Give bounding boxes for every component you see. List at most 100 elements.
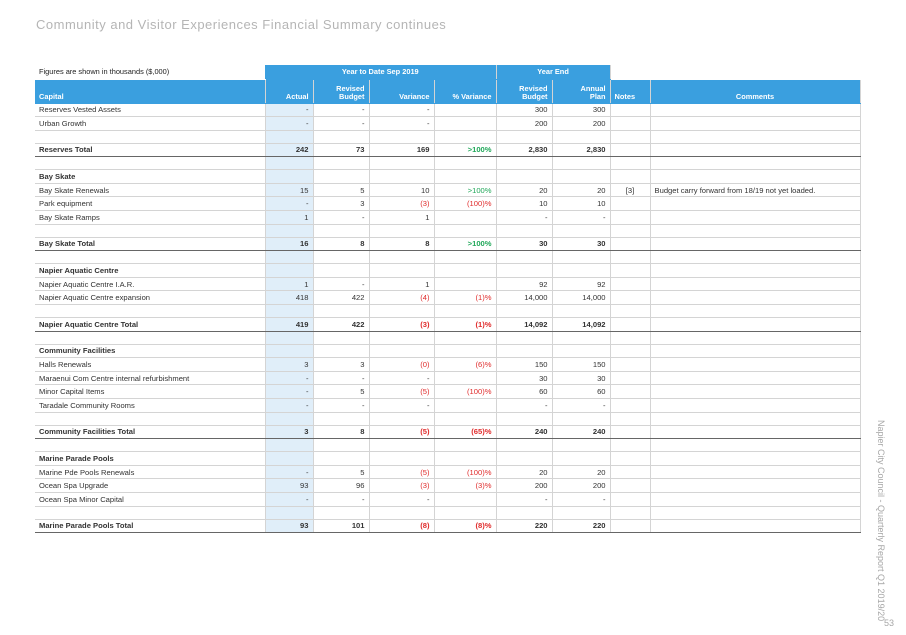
- cell-budget: [313, 130, 370, 144]
- total-row: Community Facilities Total 3 8 (5) (65)% 240 2…: [35, 425, 861, 440]
- total-row: Marine Parade Pools Total 93 101 (8) (8)% 220…: [35, 519, 861, 534]
- cell-notes: [610, 169, 651, 184]
- cell-pct: [434, 438, 497, 453]
- cell-pct: >100%: [434, 143, 497, 158]
- cell-actual: -: [265, 492, 314, 507]
- table-row: Minor Capital Items -5 (5) (100)% 60 60: [35, 384, 861, 399]
- cell-variance: -: [369, 103, 435, 118]
- cell-variance: [369, 344, 435, 359]
- cell-budget: 8: [313, 237, 370, 252]
- cell-notes: [610, 357, 651, 372]
- cell-variance: (3): [369, 317, 435, 332]
- spacer-row: [35, 224, 861, 238]
- cell-actual: 418: [265, 290, 314, 306]
- cell-ye-budget: 30: [496, 237, 553, 252]
- cell-ye-budget: 200: [496, 116, 553, 131]
- cell-annual: 150: [552, 357, 611, 372]
- cell-variance: [369, 130, 435, 144]
- spacer-row: [35, 250, 861, 265]
- cell-notes: [610, 371, 651, 386]
- cell-comments: [650, 263, 861, 278]
- cell-budget: [313, 412, 370, 426]
- cell-notes: [610, 492, 651, 507]
- cell-comments: [650, 210, 861, 225]
- cell-label: Community Facilities: [35, 344, 266, 359]
- cell-comments: [650, 465, 861, 480]
- cell-comments: [650, 116, 861, 131]
- cell-label: Park equipment: [35, 196, 266, 212]
- cell-label: Marine Pde Pools Renewals: [35, 465, 266, 480]
- cell-comments: [650, 519, 861, 534]
- cell-label: Napier Aquatic Centre expansion: [35, 290, 266, 306]
- col-actual: Actual: [265, 79, 314, 104]
- cell-variance: (4): [369, 290, 435, 306]
- col-pct-variance: % Variance: [434, 79, 497, 104]
- cell-variance: [369, 156, 435, 171]
- cell-budget: 3: [313, 196, 370, 212]
- total-row: Reserves Total 242 73 169 >100% 2,830 2,830: [35, 143, 861, 158]
- table-row: Taradale Community Rooms - - - - -: [35, 398, 861, 413]
- cell-comments: [650, 143, 861, 158]
- cell-pct: [434, 492, 497, 507]
- cell-variance: [369, 451, 435, 466]
- cell-pct: [434, 169, 497, 184]
- cell-label: Marine Parade Pools: [35, 451, 266, 466]
- table-row: Reserves Vested Assets - - -300 300: [35, 103, 861, 118]
- cell-notes: [610, 465, 651, 480]
- col-revised-budget: Revised Budget: [313, 79, 370, 104]
- cell-pct: (100)%: [434, 196, 497, 212]
- cell-notes: [610, 478, 651, 493]
- cell-comments: [650, 103, 861, 118]
- cell-pct: [434, 210, 497, 225]
- cell-budget: 8: [313, 425, 370, 440]
- cell-actual: 16: [265, 237, 314, 252]
- cell-ye-budget: 92: [496, 277, 553, 292]
- col-variance: Variance: [369, 79, 435, 104]
- cell-actual: [265, 451, 314, 466]
- cell-label: [35, 438, 266, 453]
- cell-pct: [434, 263, 497, 278]
- cell-label: [35, 506, 266, 520]
- cell-pct: [434, 451, 497, 466]
- cell-annual: [552, 263, 611, 278]
- table-row: Ocean Spa Upgrade 93 96 (3) (3)% 200 200: [35, 478, 861, 493]
- cell-variance: (3): [369, 196, 435, 212]
- cell-annual: [552, 156, 611, 171]
- cell-notes: [610, 331, 651, 345]
- cell-actual: [265, 130, 314, 144]
- cell-label: [35, 412, 266, 426]
- cell-budget: 101: [313, 519, 370, 534]
- cell-ye-budget: [496, 438, 553, 453]
- cell-comments: [650, 425, 861, 440]
- cell-comments: [650, 412, 861, 426]
- cell-comments: Budget carry forward from 18/19 not yet …: [650, 183, 861, 198]
- cell-label: Napier Aquatic Centre Total: [35, 317, 266, 332]
- cell-budget: 5: [313, 465, 370, 480]
- cell-variance: 1: [369, 277, 435, 292]
- cell-ye-budget: 14,092: [496, 317, 553, 332]
- cell-label: Taradale Community Rooms: [35, 398, 266, 413]
- cell-pct: [434, 277, 497, 292]
- table-row: Park equipment -3 (3) (100)% 10 10: [35, 196, 861, 212]
- cell-pct: [434, 130, 497, 144]
- cell-notes: [610, 412, 651, 426]
- cell-notes: [610, 116, 651, 131]
- cell-variance: [369, 412, 435, 426]
- cell-ye-budget: [496, 130, 553, 144]
- cell-annual: 30: [552, 371, 611, 386]
- spacer-row: [35, 130, 861, 144]
- cell-pct: (6)%: [434, 357, 497, 372]
- cell-notes: [610, 290, 651, 306]
- cell-comments: [650, 506, 861, 520]
- cell-actual: [265, 344, 314, 359]
- section-heading-row: Napier Aquatic Centre: [35, 263, 861, 278]
- cell-pct: (1)%: [434, 290, 497, 306]
- cell-annual: [552, 130, 611, 144]
- cell-ye-budget: 150: [496, 357, 553, 372]
- cell-variance: [369, 169, 435, 184]
- cell-pct: [434, 304, 497, 319]
- cell-pct: (100)%: [434, 384, 497, 399]
- column-header-row: Capital Actual Revised Budget Variance % …: [35, 79, 861, 104]
- cell-budget: [313, 224, 370, 238]
- cell-label: Maraenui Com Centre internal refurbishme…: [35, 371, 266, 386]
